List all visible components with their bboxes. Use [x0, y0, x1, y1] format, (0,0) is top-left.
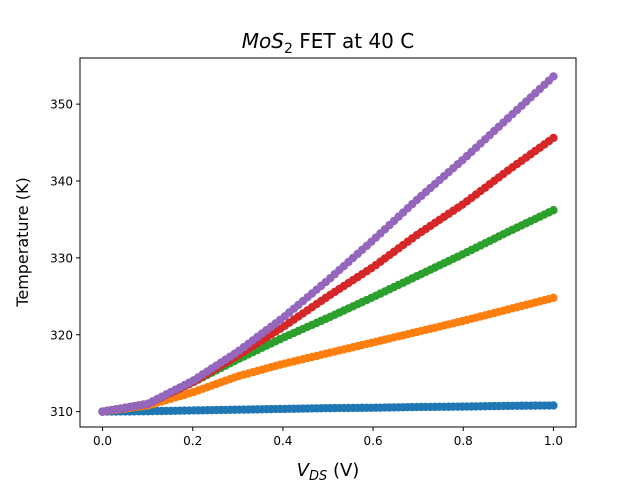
data-point [549, 72, 558, 81]
chart-title-italic: MoS [242, 29, 284, 53]
plot-frame [79, 57, 577, 428]
data-point [549, 401, 558, 410]
data-point [549, 133, 558, 143]
x-axis: 0.0 0.2 0.4 0.6 0.8 1.0 [93, 427, 563, 448]
x-tick-label: 0.4 [273, 434, 292, 448]
y-tick-label: 330 [50, 251, 73, 265]
data-point [549, 293, 558, 303]
y-axis-label: Temperature (K) [13, 177, 32, 307]
x-tick-label: 0.6 [364, 434, 383, 448]
y-tick-label: 350 [50, 98, 73, 112]
points-layer [98, 72, 558, 416]
data-point [549, 206, 558, 215]
x-tick-label: 0.2 [183, 434, 202, 448]
y-tick-label: 340 [50, 175, 73, 189]
x-axis-label: VDS (V) [297, 460, 360, 480]
x-tick-label: 0.0 [93, 434, 112, 448]
x-tick-label: 0.8 [454, 434, 473, 448]
chart-title: MoS2 FET at 40 C [242, 29, 414, 57]
y-tick-label: 310 [50, 405, 73, 419]
chart-title-subscript: 2 [284, 41, 293, 57]
x-axis-label-rest: (V) [327, 460, 359, 480]
y-axis: 310 320 330 340 350 [50, 98, 80, 419]
x-tick-label: 1.0 [544, 434, 563, 448]
y-tick-label: 320 [50, 328, 73, 342]
x-axis-label-subscript: DS [309, 469, 327, 480]
series-5 [98, 72, 558, 416]
x-axis-label-italic: V [297, 460, 311, 480]
chart-title-rest: FET at 40 C [293, 29, 414, 53]
